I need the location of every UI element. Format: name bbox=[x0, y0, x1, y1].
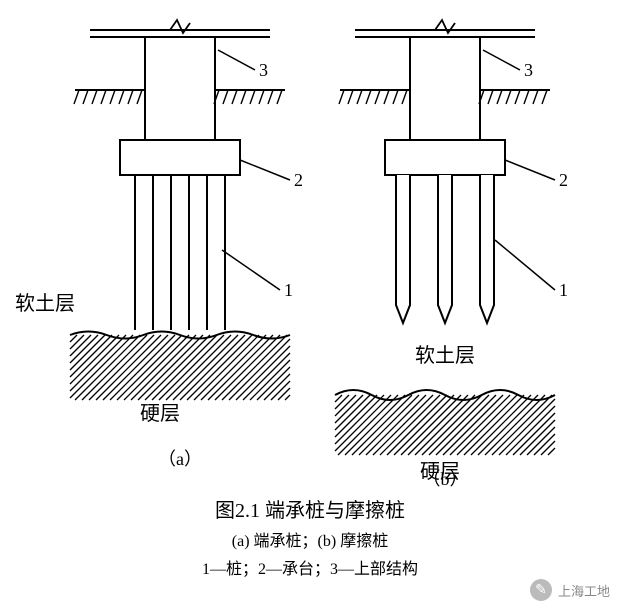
figure-subtitle: (a) 端承桩；(b) 摩擦桩 bbox=[0, 527, 620, 551]
watermark: ✎ 上海工地 bbox=[530, 579, 610, 601]
svg-text:3: 3 bbox=[259, 60, 268, 80]
svg-text:1: 1 bbox=[559, 280, 568, 300]
figure-legend: 1—桩；2—承台；3—上部结构 bbox=[0, 555, 620, 579]
watermark-text: 上海工地 bbox=[558, 581, 610, 600]
diagram-svg: 321321软土层硬层软土层硬层（a）（b） bbox=[0, 0, 620, 490]
svg-text:2: 2 bbox=[559, 170, 568, 190]
svg-text:（a）: （a） bbox=[158, 449, 202, 469]
svg-text:软土层: 软土层 bbox=[15, 292, 75, 315]
svg-text:3: 3 bbox=[524, 60, 533, 80]
caption-block: 图2.1 端承桩与摩擦桩 (a) 端承桩；(b) 摩擦桩 1—桩；2—承台；3—… bbox=[0, 494, 620, 579]
watermark-icon: ✎ bbox=[530, 579, 552, 601]
svg-text:（b）: （b） bbox=[423, 469, 468, 489]
svg-text:软土层: 软土层 bbox=[415, 344, 475, 367]
figure-title: 图2.1 端承桩与摩擦桩 bbox=[0, 494, 620, 523]
svg-text:2: 2 bbox=[294, 170, 303, 190]
svg-text:硬层: 硬层 bbox=[140, 403, 180, 425]
svg-text:1: 1 bbox=[284, 280, 293, 300]
diagram-container: 321321软土层硬层软土层硬层（a）（b） bbox=[0, 0, 620, 490]
